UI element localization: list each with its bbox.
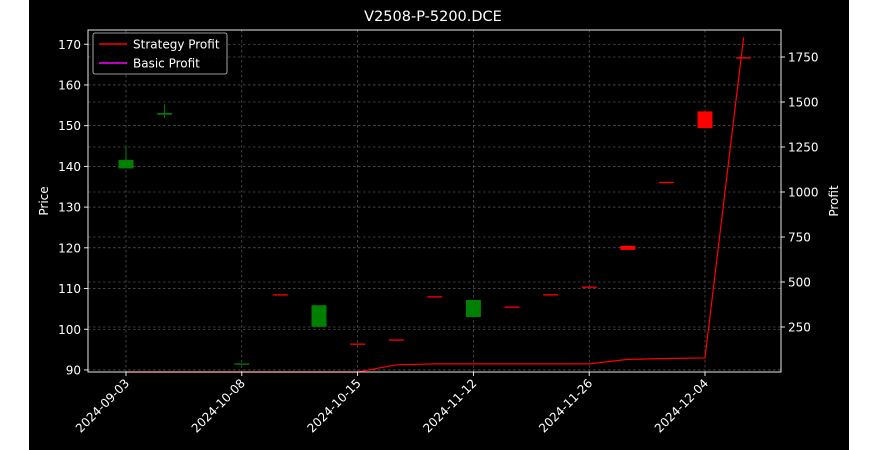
candle-body (697, 111, 713, 129)
y-tick-label-left: 140 (58, 160, 81, 174)
candle-body (350, 343, 366, 345)
y-tick-label-right: 750 (788, 231, 811, 245)
y-axis-label-right: Profit (827, 185, 841, 217)
candle-body (388, 339, 404, 341)
y-tick-label-left: 110 (58, 282, 81, 296)
axes: 90 100 110 120 130 140 150 160 170 250 500 750 1000 1… (58, 29, 819, 435)
y-axis-label-left: Price (37, 186, 51, 215)
y-tick-label-right: 250 (788, 321, 811, 335)
candle-body (118, 159, 134, 169)
legend-label: Strategy Profit (133, 38, 220, 52)
y-tick-label-left: 90 (66, 363, 81, 377)
y-tick-label-right: 1250 (788, 141, 819, 155)
y-tick-label-left: 150 (58, 119, 81, 133)
candle-body (543, 294, 559, 296)
candle-body (311, 305, 327, 327)
legend: Strategy Profit Basic Profit (92, 32, 228, 75)
candle-body (658, 181, 674, 184)
x-tick-label: 2024-10-15 (305, 376, 364, 435)
y-tick-label-right: 1750 (788, 51, 819, 65)
y-tick-label-left: 130 (58, 201, 81, 215)
y-tick-label-left: 100 (58, 323, 81, 337)
legend-label: Basic Profit (133, 57, 200, 71)
x-tick-label: 2024-10-08 (189, 376, 248, 435)
y-tick-label-right: 1000 (788, 186, 819, 200)
chart-figure: 90 100 110 120 130 140 150 160 170 250 500 750 1000 1… (29, 0, 849, 450)
y-tick-label-left: 120 (58, 241, 81, 255)
grid (88, 30, 781, 372)
candle-body (504, 306, 520, 308)
candle-body (736, 57, 752, 59)
profit-lines (126, 37, 745, 373)
x-tick-label: 2024-12-04 (652, 376, 711, 435)
y-tick-label-left: 160 (58, 78, 81, 92)
y-tick-label-right: 500 (788, 276, 811, 290)
series-line (126, 37, 745, 373)
candlestick-chart: 90 100 110 120 130 140 150 160 170 250 500 750 1000 1… (37, 9, 841, 435)
candle-body (427, 296, 443, 298)
y-tick-label-right: 1500 (788, 96, 819, 110)
candle-body (157, 113, 173, 115)
candle-body (234, 363, 250, 365)
y-tick-label-left: 170 (58, 38, 81, 52)
candle-body (465, 299, 481, 318)
candle-body (272, 294, 288, 296)
candle-body (581, 286, 597, 288)
plot-frame (87, 29, 782, 373)
x-tick-label: 2024-11-26 (536, 376, 595, 435)
x-tick-label: 2024-11-12 (420, 376, 479, 435)
chart-title: V2508-P-5200.DCE (364, 9, 502, 25)
x-tick-label: 2024-09-03 (73, 376, 132, 435)
candles (118, 57, 752, 365)
candle-body (620, 245, 636, 250)
